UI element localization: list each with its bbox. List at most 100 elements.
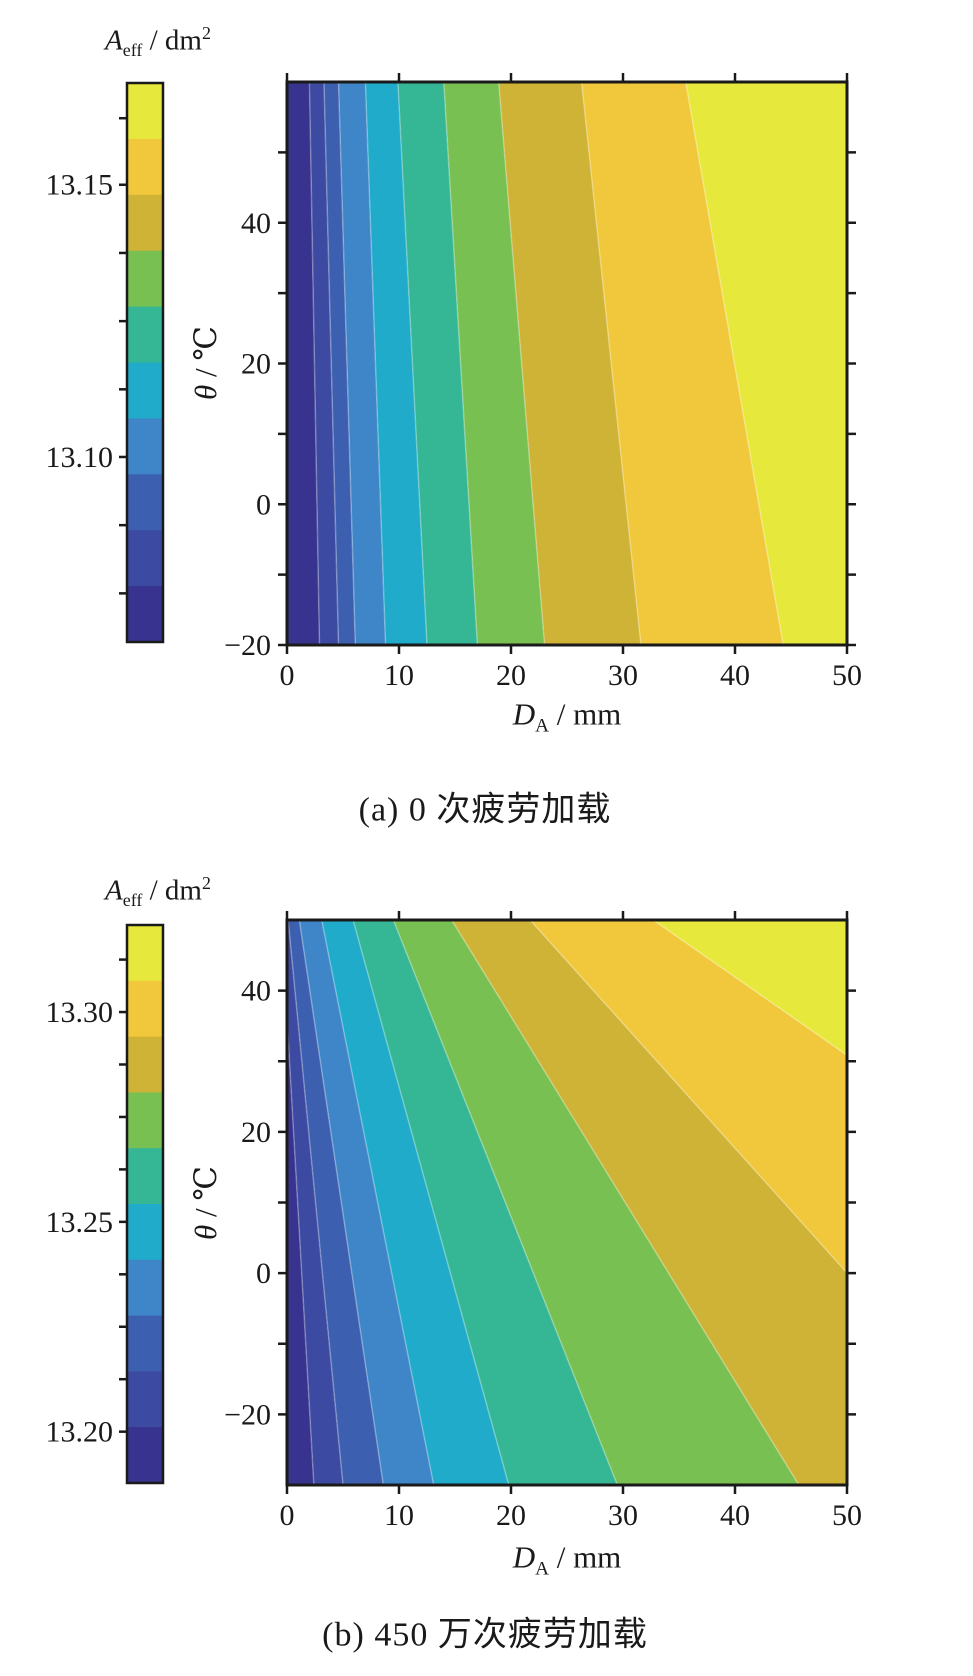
contour-band xyxy=(653,920,847,1056)
colorbar-band xyxy=(127,362,163,419)
colorbar-band xyxy=(127,1427,163,1484)
contour-band xyxy=(530,920,847,1273)
colorbar-title-unit: / dm xyxy=(142,874,202,907)
x-axis-label-unit: / mm xyxy=(548,1539,622,1575)
colorbar-title-sub: eff xyxy=(122,40,143,61)
colorbar-frame xyxy=(125,923,165,1485)
x-tick-label: 10 xyxy=(384,1499,414,1532)
y-tick-label: 0 xyxy=(256,1257,271,1290)
contour-line xyxy=(684,82,784,645)
contour-band xyxy=(338,82,386,645)
colorbar-band xyxy=(127,586,163,643)
colorbar-band xyxy=(127,1204,163,1261)
contour-band xyxy=(287,82,320,645)
contour-line xyxy=(529,920,847,1275)
x-tick-label: 20 xyxy=(496,659,526,692)
colorbar-title-sub: eff xyxy=(122,890,143,911)
contour-band xyxy=(299,920,434,1485)
colorbar-band xyxy=(127,194,163,252)
x-axis-label-sub: A xyxy=(535,1558,549,1580)
colorbar-tick-label: 13.30 xyxy=(46,996,114,1029)
x-tick-label: 50 xyxy=(832,659,862,692)
y-tick-label: 0 xyxy=(256,488,271,521)
contour-line xyxy=(320,920,435,1485)
colorbar-band xyxy=(127,250,163,308)
colorbar-band xyxy=(127,306,163,364)
colorbar-title-a: Aeff / dm2 xyxy=(105,23,211,61)
colorbar-tick-label: 13.10 xyxy=(46,441,114,474)
y-tick-label: 40 xyxy=(241,975,271,1008)
x-tick-label: 10 xyxy=(384,659,414,692)
colorbar-band xyxy=(127,418,163,475)
x-axis-label-sub: A xyxy=(535,715,549,737)
contour-line xyxy=(364,82,387,645)
contour-band xyxy=(498,82,641,645)
x-tick-label: 40 xyxy=(720,659,750,692)
contour-bands xyxy=(287,82,847,645)
contour-line xyxy=(580,82,642,645)
colorbar-tick-label: 13.20 xyxy=(46,1416,114,1449)
x-axis-label-var: D xyxy=(512,696,536,732)
contour-line xyxy=(287,920,344,1485)
colorbar-band xyxy=(127,1259,163,1317)
contour-band xyxy=(353,920,618,1485)
y-axis-label-var: θ xyxy=(188,1224,223,1241)
colorbar-band xyxy=(127,1148,163,1205)
colorbar-frame xyxy=(125,81,165,644)
y-axis-label-unit: / ℃ xyxy=(188,1165,223,1225)
x-tick-label: 0 xyxy=(280,1499,295,1532)
colorbar-title-unit: / dm xyxy=(142,24,202,57)
colorbar-title-sup: 2 xyxy=(201,872,211,893)
colorbar-title-b: Aeff / dm2 xyxy=(105,873,211,911)
contour-line xyxy=(287,1004,315,1485)
y-tick-label: 40 xyxy=(241,207,271,240)
contour-line xyxy=(323,82,340,645)
contour-band xyxy=(581,82,784,645)
contour-band xyxy=(685,82,847,645)
y-tick-label: −20 xyxy=(224,1398,271,1431)
caption-a: (a) 0 次疲劳加载 xyxy=(358,791,612,829)
x-tick-label: 20 xyxy=(496,1499,526,1532)
contour-band xyxy=(443,82,545,645)
colorbar-band xyxy=(127,1036,163,1093)
contour-band xyxy=(393,920,799,1485)
colorbar-band xyxy=(127,474,163,531)
colorbar-tick-label: 13.25 xyxy=(46,1206,114,1239)
contour-band xyxy=(451,920,847,1485)
colorbar-title-sup: 2 xyxy=(201,22,211,43)
contour-line xyxy=(337,82,357,645)
contour-line xyxy=(652,920,847,1057)
contour-band xyxy=(287,920,343,1485)
contour-band xyxy=(323,82,356,645)
colorbar-band xyxy=(127,1371,163,1428)
contour-line xyxy=(392,920,619,1485)
colorbar-title-var: A xyxy=(105,874,123,907)
x-axis-label-var: D xyxy=(512,1539,536,1575)
x-tick-label: 50 xyxy=(832,1499,862,1532)
colorbar-title-var: A xyxy=(105,24,123,57)
colorbar-band xyxy=(127,980,163,1038)
contour-bands xyxy=(287,920,847,1485)
contour-line xyxy=(443,82,479,645)
x-tick-label: 0 xyxy=(280,659,295,692)
contour-band xyxy=(309,82,339,645)
x-tick-label: 30 xyxy=(608,1499,638,1532)
contour-line xyxy=(308,82,321,645)
contour-band xyxy=(397,82,478,645)
colorbar-band xyxy=(127,530,163,587)
colorbar-band xyxy=(127,138,163,196)
y-tick-label: 20 xyxy=(241,348,271,381)
axis-ticks xyxy=(278,73,856,654)
caption-b: (b) 450 万次疲劳加载 xyxy=(322,1616,648,1654)
y-axis-label-a: θ / ℃ xyxy=(188,326,224,400)
contour-line xyxy=(298,920,385,1485)
x-axis-label-unit: / mm xyxy=(548,696,622,732)
contour-band xyxy=(288,920,384,1485)
colorbar-band xyxy=(127,1315,163,1372)
x-tick-label: 30 xyxy=(608,659,638,692)
colorbar-band xyxy=(127,925,163,982)
contour-line xyxy=(397,82,428,645)
y-tick-label: 20 xyxy=(241,1116,271,1149)
colorbar-tick-label: 13.15 xyxy=(46,169,114,202)
